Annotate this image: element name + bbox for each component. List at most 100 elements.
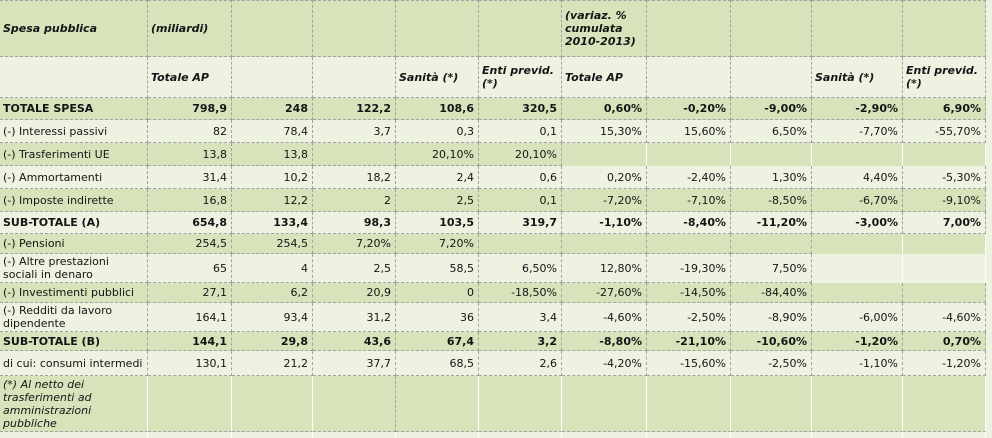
row-label: SUB-TOTALE (B) bbox=[0, 332, 148, 351]
value-cell: -8,80% bbox=[562, 332, 647, 351]
col-header-5: Enti previd. (*) bbox=[479, 57, 562, 98]
value-cell bbox=[313, 143, 396, 166]
value-cell: 43,6 bbox=[313, 332, 396, 351]
value-cell: -27,60% bbox=[562, 283, 647, 303]
value-cell: 3,7 bbox=[313, 120, 396, 143]
table-row: (-) Pensioni 254,5 254,5 7,20% 7,20% bbox=[0, 234, 986, 254]
table-row: TOTALE SPESA 798,9 248 122,2 108,6 320,5 0,60%… bbox=[0, 98, 986, 120]
table-row: (-) Ammortamenti 31,4 10,2 18,2 2,4 0,6 0,20% -… bbox=[0, 166, 986, 189]
value-cell: 0,70% bbox=[903, 332, 986, 351]
row-label: (-) Altre prestazioni sociali in denaro bbox=[0, 254, 148, 283]
value-cell: -1,10% bbox=[562, 212, 647, 234]
value-cell: -84,40% bbox=[731, 283, 812, 303]
value-cell bbox=[812, 254, 903, 283]
value-cell: 20,9 bbox=[313, 283, 396, 303]
value-cell: 130,1 bbox=[148, 351, 232, 376]
row-label: SUB-TOTALE (A) bbox=[0, 212, 148, 234]
value-cell: -8,40% bbox=[647, 212, 731, 234]
value-cell: -6,70% bbox=[812, 189, 903, 212]
table-row: di cui: consumi intermedi 130,1 21,2 37,7 68… bbox=[0, 351, 986, 376]
row-label: (-) Ammortamenti bbox=[0, 166, 148, 189]
value-cell: 0,60% bbox=[562, 98, 647, 120]
value-cell: -15,60% bbox=[647, 351, 731, 376]
value-cell: 16,8 bbox=[148, 189, 232, 212]
value-cell: 65 bbox=[148, 254, 232, 283]
spacer-cell bbox=[479, 376, 562, 432]
value-cell: 21,2 bbox=[232, 351, 313, 376]
spacer-cell bbox=[479, 0, 562, 57]
value-cell: 254,5 bbox=[148, 234, 232, 254]
col-header-empty bbox=[731, 57, 812, 98]
table-row: (-) Interessi passivi 82 78,4 3,7 0,3 0,1 15,3… bbox=[0, 120, 986, 143]
value-cell: 7,20% bbox=[396, 234, 479, 254]
value-cell: -19,30% bbox=[647, 254, 731, 283]
value-cell: 254,5 bbox=[232, 234, 313, 254]
value-cell: 31,2 bbox=[313, 303, 396, 332]
row-label: (-) Redditi da lavoro dipendente bbox=[0, 303, 148, 332]
footnote-row: (*) Al netto dei trasferimenti ad ammini… bbox=[0, 376, 986, 432]
value-cell: -21,10% bbox=[647, 332, 731, 351]
value-cell: 2,6 bbox=[479, 351, 562, 376]
spacer-cell bbox=[731, 376, 812, 432]
value-cell: -7,70% bbox=[812, 120, 903, 143]
value-cell: 0,3 bbox=[396, 120, 479, 143]
row-label: TOTALE SPESA bbox=[0, 98, 148, 120]
value-cell bbox=[647, 143, 731, 166]
row-label: (-) Investimenti pubblici bbox=[0, 283, 148, 303]
value-cell: 2,5 bbox=[313, 254, 396, 283]
value-cell: 20,10% bbox=[396, 143, 479, 166]
value-cell: -4,60% bbox=[562, 303, 647, 332]
value-cell: 2 bbox=[313, 189, 396, 212]
value-cell: -8,50% bbox=[731, 189, 812, 212]
spacer-cell bbox=[903, 376, 986, 432]
value-cell bbox=[731, 234, 812, 254]
value-cell: 18,2 bbox=[313, 166, 396, 189]
value-cell: 68,5 bbox=[396, 351, 479, 376]
value-cell: 3,2 bbox=[479, 332, 562, 351]
value-cell: 7,00% bbox=[903, 212, 986, 234]
spacer-cell bbox=[148, 376, 232, 432]
spacer-cell bbox=[0, 57, 148, 98]
value-cell: 37,7 bbox=[313, 351, 396, 376]
value-cell: 1,30% bbox=[731, 166, 812, 189]
value-cell: -9,10% bbox=[903, 189, 986, 212]
value-cell: 15,30% bbox=[562, 120, 647, 143]
col-header-1: Totale AP bbox=[148, 57, 232, 98]
col-header-9: Sanità (*) bbox=[812, 57, 903, 98]
value-cell bbox=[479, 234, 562, 254]
value-cell: -14,50% bbox=[647, 283, 731, 303]
value-cell: 12,2 bbox=[232, 189, 313, 212]
value-cell: 82 bbox=[148, 120, 232, 143]
value-cell: 31,4 bbox=[148, 166, 232, 189]
col-header-4: Sanità (*) bbox=[396, 57, 479, 98]
value-cell: 6,50% bbox=[731, 120, 812, 143]
spacer-cell bbox=[232, 376, 313, 432]
value-cell: 0,6 bbox=[479, 166, 562, 189]
value-cell: -8,90% bbox=[731, 303, 812, 332]
value-cell: -9,00% bbox=[731, 98, 812, 120]
table-row: (-) Altre prestazioni sociali in denaro 6… bbox=[0, 254, 986, 283]
value-cell: 3,4 bbox=[479, 303, 562, 332]
value-cell: -3,00% bbox=[812, 212, 903, 234]
col-header-empty bbox=[313, 57, 396, 98]
spacer-cell bbox=[232, 0, 313, 57]
value-cell: -2,50% bbox=[647, 303, 731, 332]
value-cell bbox=[812, 234, 903, 254]
row-label: (-) Pensioni bbox=[0, 234, 148, 254]
row-label: di cui: consumi intermedi bbox=[0, 351, 148, 376]
spacer-cell bbox=[647, 376, 731, 432]
table-row: (-) Imposte indirette 16,8 12,2 2 2,5 0,1 -7,2… bbox=[0, 189, 986, 212]
value-cell: 27,1 bbox=[148, 283, 232, 303]
value-cell bbox=[647, 234, 731, 254]
value-cell: 29,8 bbox=[232, 332, 313, 351]
column-header-row: Totale AP Sanità (*) Enti previd. (*) Total… bbox=[0, 57, 986, 98]
spacer-cell bbox=[731, 0, 812, 57]
spacer-cell bbox=[903, 0, 986, 57]
value-cell: 58,5 bbox=[396, 254, 479, 283]
value-cell: -18,50% bbox=[479, 283, 562, 303]
table-row: (-) Investimenti pubblici 27,1 6,2 20,9 0 -18… bbox=[0, 283, 986, 303]
table-row: SUB-TOTALE (A) 654,8 133,4 98,3 103,5 319,7 -1… bbox=[0, 212, 986, 234]
value-cell: 93,4 bbox=[232, 303, 313, 332]
row-label: (-) Interessi passivi bbox=[0, 120, 148, 143]
